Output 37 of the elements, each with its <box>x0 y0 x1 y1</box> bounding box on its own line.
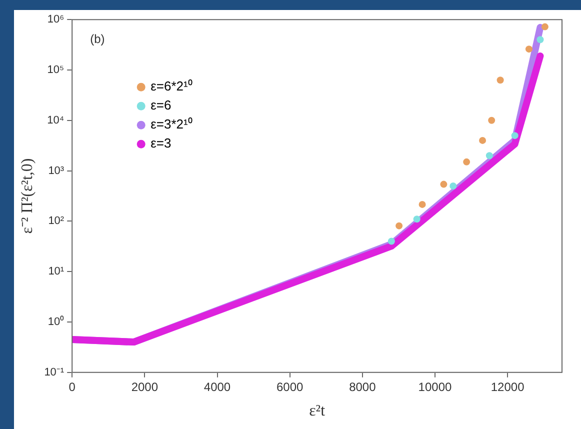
y-tick-label: 10⁴ <box>47 114 64 126</box>
point <box>413 216 420 223</box>
annotation: (b) <box>90 32 105 46</box>
y-tick-label: 10³ <box>48 164 64 177</box>
x-tick-label: 12000 <box>490 380 525 394</box>
y-tick-label: 10⁻¹ <box>44 366 64 378</box>
legend-label: ε=3 <box>150 136 172 151</box>
x-tick-label: 10000 <box>418 380 452 394</box>
point <box>396 222 403 230</box>
point <box>525 46 532 53</box>
x-axis-title: ε²t <box>309 402 326 420</box>
point <box>450 182 457 190</box>
point <box>496 76 504 84</box>
x-tick-label: 8000 <box>349 380 376 394</box>
y-axis-title: ε⁻² Π²(ε²t,0) <box>18 158 36 234</box>
point <box>541 23 548 30</box>
x-tick-label: 2000 <box>131 380 158 394</box>
x-tick-label: 0 <box>68 380 76 394</box>
point <box>388 238 395 245</box>
point <box>479 136 486 144</box>
legend-label: ε=6 <box>150 98 172 113</box>
y-tick-label: 10⁵ <box>47 64 64 76</box>
legend-label: ε=3*2¹⁰ <box>150 116 193 132</box>
point <box>488 116 496 124</box>
point <box>536 36 544 44</box>
x-tick-label: 6000 <box>276 380 304 394</box>
point <box>440 180 448 188</box>
y-tick-label: 10¹ <box>48 266 64 278</box>
y-tick-label: 10⁰ <box>48 315 64 328</box>
point <box>463 158 470 166</box>
point <box>418 200 426 208</box>
point <box>486 152 493 160</box>
y-tick-label: 10² <box>48 215 64 228</box>
x-tick-label: 4000 <box>204 380 231 394</box>
point <box>511 132 518 140</box>
legend-label: ε=6*2¹⁰ <box>150 78 193 94</box>
y-tick-label: 10⁶ <box>47 14 64 26</box>
